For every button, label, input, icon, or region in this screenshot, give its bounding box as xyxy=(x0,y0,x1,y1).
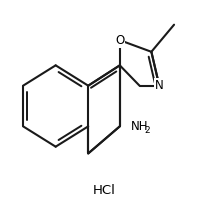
Text: NH: NH xyxy=(131,120,149,133)
Text: N: N xyxy=(155,79,164,92)
Text: O: O xyxy=(115,34,124,47)
Text: HCl: HCl xyxy=(93,184,115,197)
Text: 2: 2 xyxy=(145,126,150,135)
